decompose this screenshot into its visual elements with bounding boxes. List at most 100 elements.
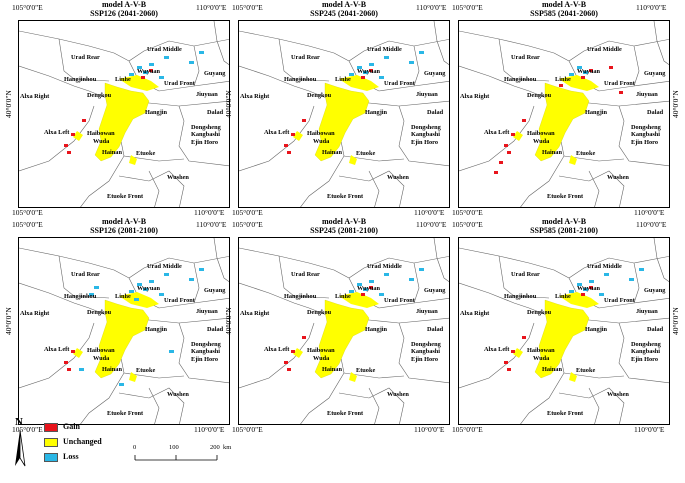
place-label-haibowan: Haibowan <box>307 347 335 354</box>
place-label-alxa-right: Alxa Right <box>460 310 490 317</box>
place-label-wuyuan: Wuyuan <box>137 285 160 292</box>
place-label-jiuyuan: Jiuyuan <box>636 308 658 315</box>
place-label-dengkou: Dengkou <box>527 92 552 99</box>
panel-scenario-title: SSP585 (2041-2060) <box>530 9 598 18</box>
place-label-ejin-horo: Ejin Horo <box>191 356 218 363</box>
place-label-alxa-right: Alxa Right <box>20 310 50 317</box>
place-label-urad-rear: Urad Rear <box>511 271 540 278</box>
map-frame: Urad Rear Urad Middle Hangjinhou Linhe Wuyua… <box>18 20 230 208</box>
place-label-guyang: Guyang <box>424 287 446 294</box>
map-panel: model A-V-B SSP126 (2041-2060) Urad Rear… <box>4 0 230 217</box>
lon-label-110-top: 110°0'0"E <box>196 3 227 12</box>
place-label-alxa-left: Alxa Left <box>44 129 70 136</box>
place-label-alxa-right: Alxa Right <box>240 310 270 317</box>
place-label-urad-rear: Urad Rear <box>71 271 100 278</box>
place-label-wuda: Wuda <box>93 355 110 362</box>
panel-scenario-title: SSP245 (2081-2100) <box>310 226 378 235</box>
panel-model-title: model A-V-B <box>101 217 147 226</box>
place-label-wushen: Wushen <box>387 391 409 398</box>
scale-bar: 0 100 200 km <box>131 444 241 470</box>
map-frame: Urad Rear Urad Middle Hangjinhou Linhe Wuyua… <box>238 237 450 425</box>
region-map <box>459 238 669 424</box>
place-label-hangjin: Hangjin <box>145 326 168 333</box>
place-label-haibowan: Haibowan <box>87 347 115 354</box>
place-label-urad-front: Urad Front <box>384 297 415 304</box>
lon-label-105-top: 105°0'0"E <box>12 3 43 12</box>
lon-label-110-bottom: 110°0'0"E <box>414 425 445 434</box>
legend-loss-label: Loss <box>63 452 79 461</box>
place-label-hangjin: Hangjin <box>365 109 388 116</box>
place-label-urad-front: Urad Front <box>384 80 415 87</box>
place-label-wuyuan: Wuyuan <box>577 285 600 292</box>
place-label-urad-middle: Urad Middle <box>367 263 402 270</box>
place-label-urad-middle: Urad Middle <box>367 46 402 53</box>
lon-label-105-bottom: 105°0'0"E <box>452 208 483 217</box>
place-label-jiuyuan: Jiuyuan <box>636 91 658 98</box>
place-label-hangjin: Hangjin <box>585 109 608 116</box>
place-label-linhe: Linhe <box>115 293 131 300</box>
place-label-alxa-left: Alxa Left <box>44 346 70 353</box>
map-panel: model A-V-B SSP126 (2081-2100) Urad Rear… <box>4 217 230 434</box>
place-label-urad-rear: Urad Rear <box>71 54 100 61</box>
place-label-wuda: Wuda <box>533 138 550 145</box>
lat-label-40: 40°0'0"N <box>4 307 13 335</box>
place-label-dongsheng: Dongsheng <box>631 341 661 348</box>
place-label-kangbashi: Kangbashi <box>631 131 661 138</box>
map-panel: model A-V-B SSP585 (2041-2060) Urad Rear… <box>452 0 680 217</box>
place-label-urad-rear: Urad Rear <box>291 271 320 278</box>
lon-label-110-bottom: 110°0'0"E <box>194 208 225 217</box>
place-label-wuyuan: Wuyuan <box>357 68 380 75</box>
place-label-wushen: Wushen <box>167 391 189 398</box>
lon-label-105-bottom: 105°0'0"E <box>452 425 483 434</box>
lon-label-110-top: 110°0'0"E <box>636 3 667 12</box>
place-label-kangbashi: Kangbashi <box>411 131 441 138</box>
region-map <box>239 238 449 424</box>
legend-gain-swatch <box>44 423 58 432</box>
place-label-wushen: Wushen <box>607 174 629 181</box>
place-label-wuyuan: Wuyuan <box>577 68 600 75</box>
place-label-ejin-horo: Ejin Horo <box>411 139 438 146</box>
lon-label-105-top: 105°0'0"E <box>232 220 263 229</box>
place-label-urad-front: Urad Front <box>604 80 635 87</box>
place-label-urad-front: Urad Front <box>164 297 195 304</box>
lon-label-105-bottom: 105°0'0"E <box>232 208 263 217</box>
lon-label-105-top: 105°0'0"E <box>232 3 263 12</box>
lon-label-110-top: 110°0'0"E <box>416 3 447 12</box>
place-label-alxa-left: Alxa Left <box>264 129 290 136</box>
panel-model-title: model A-V-B <box>541 0 587 9</box>
place-label-dengkou: Dengkou <box>527 309 552 316</box>
lon-label-110-top: 110°0'0"E <box>416 220 447 229</box>
place-label-hainan: Hainan <box>322 366 342 373</box>
place-label-dalad: Dalad <box>207 326 224 333</box>
place-label-urad-rear: Urad Rear <box>511 54 540 61</box>
lon-label-110-bottom: 110°0'0"E <box>414 208 445 217</box>
legend-loss-swatch <box>44 453 58 462</box>
place-label-etuoke-front: Etuoke Front <box>107 193 144 200</box>
map-frame: Urad Rear Urad Middle Hangjinhou Linhe Wuyua… <box>18 237 230 425</box>
place-label-etuoke-front: Etuoke Front <box>547 410 584 417</box>
map-panel: model A-V-B SSP585 (2081-2100) Urad Rear… <box>452 217 680 434</box>
scale-tick-100: 100 <box>169 444 179 451</box>
place-label-hainan: Hainan <box>322 149 342 156</box>
region-map <box>239 21 449 207</box>
panel-scenario-title: SSP126 (2081-2100) <box>90 226 158 235</box>
place-label-dalad: Dalad <box>647 326 664 333</box>
place-label-wuyuan: Wuyuan <box>137 68 160 75</box>
place-label-wuda: Wuda <box>313 138 330 145</box>
legend-unchanged-swatch <box>44 438 58 447</box>
place-label-hanjinhou: Hangjinhou <box>64 76 97 83</box>
place-label-urad-rear: Urad Rear <box>291 54 320 61</box>
lon-label-105-top: 105°0'0"E <box>452 3 483 12</box>
lon-label-105-bottom: 105°0'0"E <box>12 208 43 217</box>
place-label-guyang: Guyang <box>644 70 666 77</box>
panel-model-title: model A-V-B <box>321 0 367 9</box>
place-label-etuoke: Etuoke <box>356 367 376 374</box>
place-label-linhe: Linhe <box>555 293 571 300</box>
lat-label-40: 40°0'0"N <box>224 307 233 335</box>
place-label-alxa-right: Alxa Right <box>240 93 270 100</box>
place-label-etuoke: Etuoke <box>576 150 596 157</box>
place-label-ejin-horo: Ejin Horo <box>411 356 438 363</box>
place-label-etuoke-front: Etuoke Front <box>327 193 364 200</box>
place-label-etuoke: Etuoke <box>136 367 156 374</box>
place-label-jiuyuan: Jiuyuan <box>196 308 218 315</box>
